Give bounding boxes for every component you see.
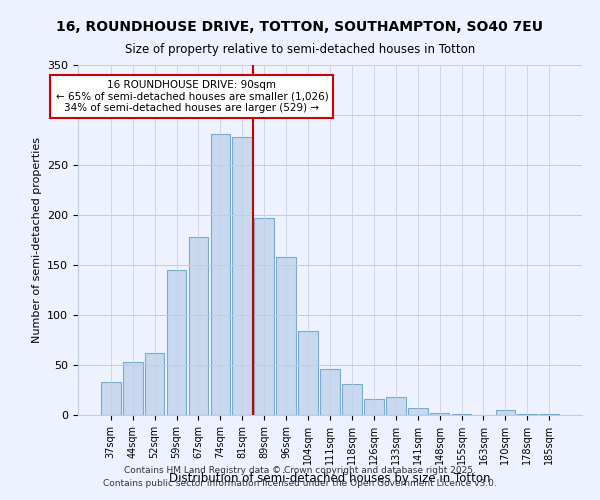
Bar (188, 237, 208, 415)
Text: 16 ROUNDHOUSE DRIVE: 90sqm
← 65% of semi-detached houses are smaller (1,026)
34%: 16 ROUNDHOUSE DRIVE: 90sqm ← 65% of semi… (56, 80, 328, 113)
Text: 16, ROUNDHOUSE DRIVE, TOTTON, SOUTHAMPTON, SO40 7EU: 16, ROUNDHOUSE DRIVE, TOTTON, SOUTHAMPTO… (56, 20, 544, 34)
Bar (211, 134, 230, 415)
Bar (254, 218, 274, 415)
Bar (101, 382, 121, 415)
Bar (517, 414, 537, 415)
Bar (320, 369, 340, 415)
Y-axis label: Number of semi-detached properties: Number of semi-detached properties (32, 137, 41, 343)
Bar (408, 408, 428, 415)
Bar (430, 413, 449, 415)
Bar (276, 257, 296, 415)
Text: Contains HM Land Registry data © Crown copyright and database right 2025.
Contai: Contains HM Land Registry data © Crown c… (103, 466, 497, 487)
Bar (342, 384, 362, 415)
Bar (232, 137, 252, 415)
Bar (364, 399, 384, 415)
Bar (298, 331, 318, 415)
Bar (496, 410, 515, 415)
Bar (386, 397, 406, 415)
Bar (167, 270, 187, 415)
Bar (145, 353, 164, 415)
Bar (539, 414, 559, 415)
Bar (452, 414, 472, 415)
Bar (123, 362, 143, 415)
X-axis label: Distribution of semi-detached houses by size in Totton: Distribution of semi-detached houses by … (169, 472, 491, 486)
Text: Size of property relative to semi-detached houses in Totton: Size of property relative to semi-detach… (125, 42, 475, 56)
